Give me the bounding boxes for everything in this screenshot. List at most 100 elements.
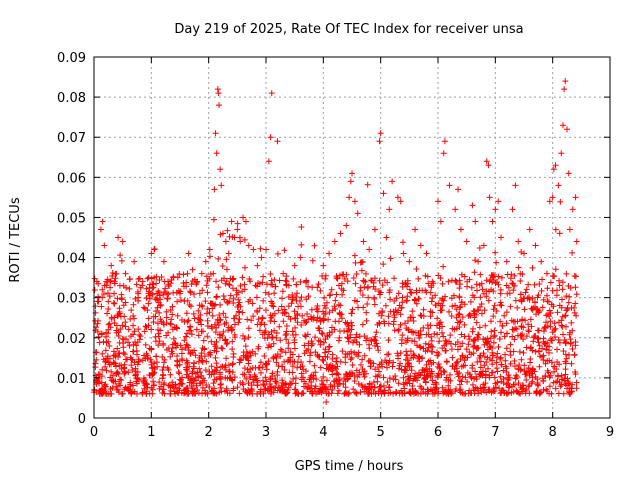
data-point (261, 382, 268, 389)
data-point (215, 322, 222, 329)
data-point (411, 297, 418, 304)
data-point (291, 308, 298, 315)
data-point (140, 304, 147, 311)
data-point (203, 282, 210, 289)
data-point (289, 363, 296, 370)
data-point (133, 380, 140, 387)
data-point (114, 295, 121, 302)
data-point (486, 288, 493, 295)
data-point (422, 348, 429, 355)
data-point (215, 255, 222, 262)
data-point (515, 380, 522, 387)
data-point (525, 327, 532, 334)
data-point (161, 278, 168, 285)
data-point (559, 313, 566, 320)
data-point (456, 310, 463, 317)
data-point (375, 368, 382, 375)
data-point (216, 389, 223, 396)
data-point (535, 339, 542, 346)
data-point (282, 381, 289, 388)
data-point (285, 293, 292, 300)
data-point (284, 358, 291, 365)
data-point (478, 310, 485, 317)
data-point (108, 368, 115, 375)
data-point (497, 318, 504, 325)
data-point (569, 249, 576, 256)
data-point (452, 302, 459, 309)
data-point (503, 309, 510, 316)
data-point (553, 365, 560, 372)
data-point (259, 315, 266, 322)
data-point (364, 181, 371, 188)
data-point (323, 299, 330, 306)
data-point (536, 281, 543, 288)
data-point (445, 382, 452, 389)
data-point (219, 345, 226, 352)
data-point (221, 321, 228, 328)
data-point (350, 386, 357, 393)
data-point (539, 276, 546, 283)
data-point (245, 353, 252, 360)
data-point (231, 374, 238, 381)
data-point (377, 130, 384, 137)
data-point (429, 377, 436, 384)
data-point (437, 302, 444, 309)
data-point (336, 282, 343, 289)
data-point (447, 340, 454, 347)
data-point (436, 338, 443, 345)
data-point (201, 345, 208, 352)
data-point (521, 362, 528, 369)
data-point (521, 250, 527, 257)
data-point (115, 234, 122, 241)
data-point (562, 312, 569, 319)
data-point (418, 313, 425, 320)
data-point (169, 383, 176, 390)
data-point (415, 275, 422, 282)
x-tick-label: 5 (377, 425, 385, 440)
data-point (348, 326, 355, 333)
data-point (329, 371, 336, 378)
data-point (168, 316, 175, 323)
data-point (518, 356, 525, 363)
data-point (511, 336, 518, 343)
data-point (129, 366, 136, 373)
data-point (265, 158, 272, 165)
data-point (545, 298, 552, 305)
data-point (335, 337, 342, 344)
data-point (353, 331, 360, 338)
data-point (101, 382, 108, 389)
data-point (464, 378, 471, 385)
data-point (392, 372, 399, 379)
data-point (327, 383, 334, 390)
data-point (471, 375, 478, 382)
data-point (534, 381, 541, 388)
data-point (195, 307, 202, 314)
data-point (417, 344, 424, 351)
data-point (342, 378, 349, 385)
data-point (379, 282, 386, 289)
data-point (376, 138, 383, 145)
data-point (356, 341, 363, 348)
data-point (117, 382, 124, 389)
data-point (493, 259, 500, 266)
data-point (189, 278, 196, 285)
data-point (529, 378, 536, 385)
data-point (364, 390, 371, 397)
data-point (315, 280, 322, 287)
data-point (406, 286, 413, 293)
data-point (143, 380, 150, 387)
data-point (399, 239, 406, 246)
data-point (437, 319, 444, 326)
data-point (268, 383, 275, 390)
data-point (196, 290, 203, 297)
data-point (156, 276, 163, 283)
data-point (187, 323, 194, 330)
data-point (390, 318, 397, 325)
data-point (497, 290, 504, 297)
data-point (543, 386, 550, 393)
data-point (143, 390, 150, 397)
data-point (513, 326, 520, 333)
data-point (424, 322, 431, 329)
data-point (531, 333, 538, 340)
data-point (503, 282, 510, 289)
